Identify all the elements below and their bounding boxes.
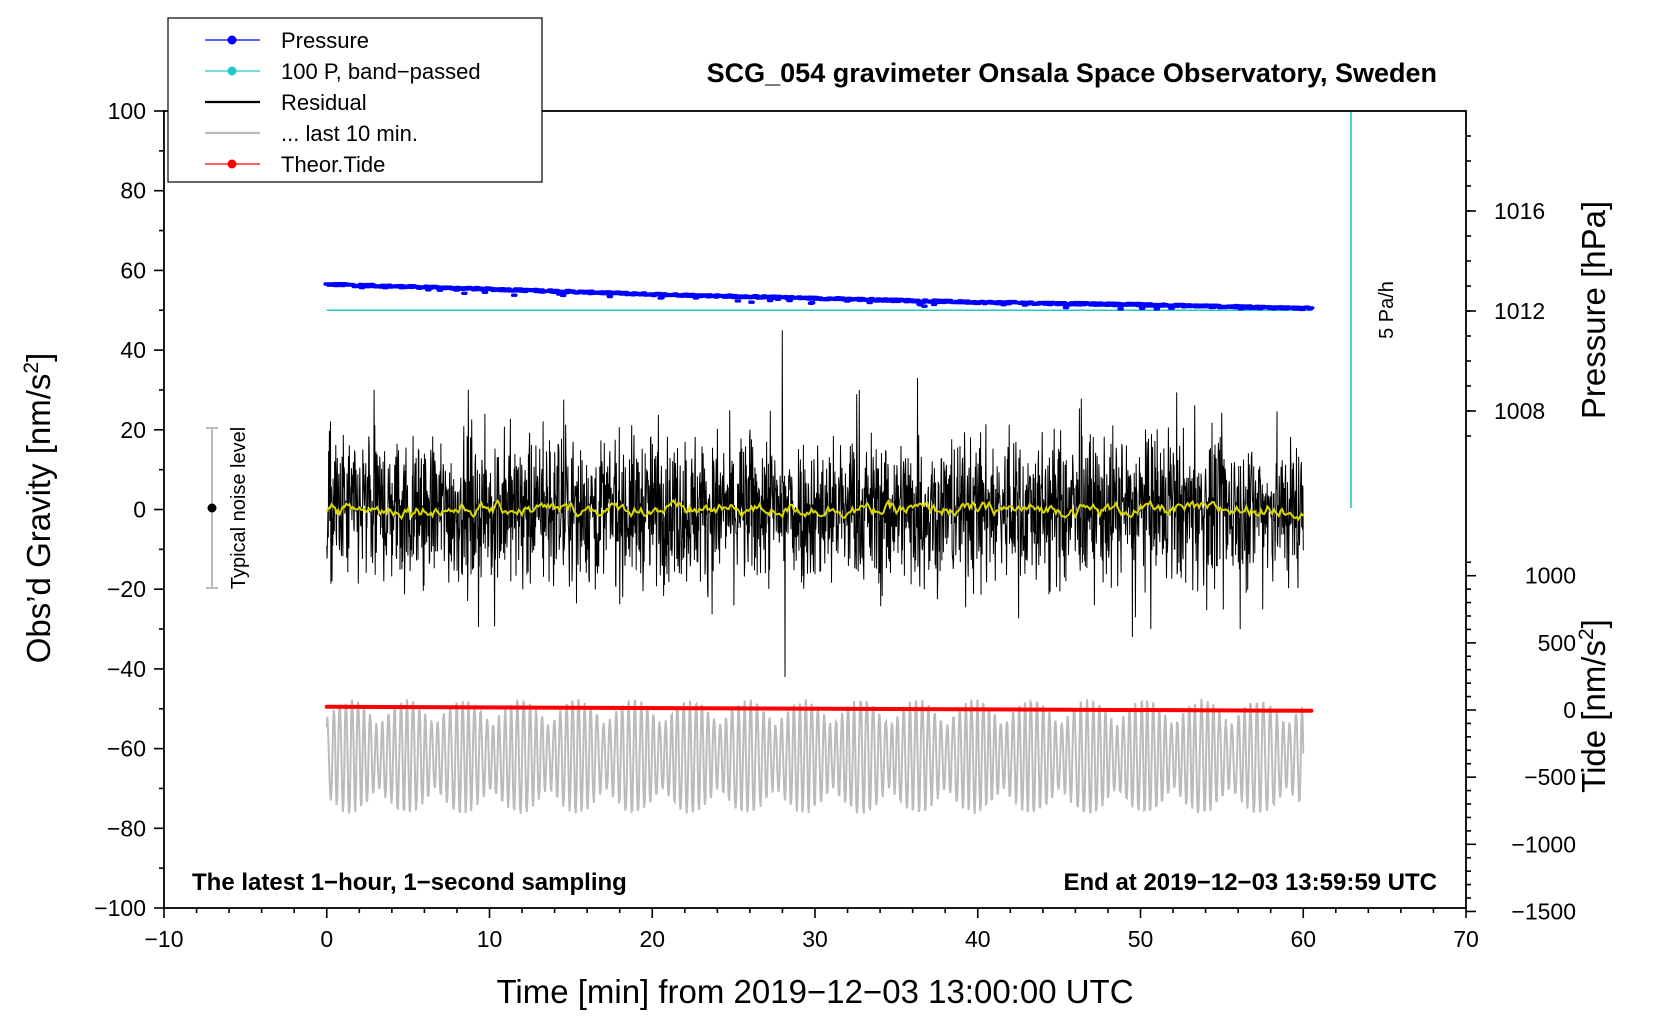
pressure-tick-label: 1016	[1494, 198, 1545, 224]
legend: Pressure 100 P, band−passed Residual ... la…	[167, 17, 543, 183]
pressure-series	[323, 282, 1315, 312]
pressure-line	[323, 282, 1315, 312]
note-right: End at 2019−12−03 13:59:59 UTC	[1063, 869, 1437, 896]
x-axis: −10 0 10 20 30 40 50 60 70	[144, 908, 1479, 952]
last-10-min-line	[325, 698, 1305, 814]
y-tick-label: 20	[120, 417, 146, 443]
noise-level-bar	[206, 427, 218, 589]
y-tick-label: −60	[107, 736, 146, 762]
last-10-min-series	[325, 698, 1305, 814]
tide-tick-label: 1000	[1525, 563, 1576, 589]
residual-series	[326, 330, 1304, 677]
x-tick-label: 20	[639, 926, 665, 952]
chart-title: SCG_054 gravimeter Onsala Space Observat…	[707, 58, 1437, 88]
y-tick-label: 0	[133, 497, 146, 523]
y-axis-label-gravity: Obs’d Gravity [nm/s2]	[20, 353, 57, 664]
x-axis-label: Time [min] from 2019−12−03 13:00:00 UTC	[496, 973, 1133, 1010]
noise-level-label: Typical noise level	[228, 427, 250, 589]
note-left: The latest 1−hour, 1−second sampling	[192, 869, 627, 896]
legend-label: ... last 10 min.	[281, 121, 418, 146]
y-tick-label: −100	[94, 895, 146, 921]
y-axis-label-pressure: Pressure [hPa]	[1575, 201, 1612, 419]
legend-marker	[227, 35, 237, 45]
y-axis-tide: 1000 500 0 −500 −1000 −1500	[1466, 561, 1576, 924]
x-tick-label: 70	[1453, 926, 1479, 952]
x-tick-label: 0	[320, 926, 333, 952]
y-tick-label: −80	[107, 815, 146, 841]
tide-tick-label: 500	[1538, 630, 1576, 656]
tide-tick-label: −1500	[1511, 898, 1576, 924]
legend-label: 100 P, band−passed	[281, 59, 481, 84]
x-tick-label: 60	[1290, 926, 1316, 952]
pressure-tick-label: 1008	[1494, 398, 1545, 424]
legend-marker	[227, 66, 237, 76]
tide-series	[324, 704, 1314, 713]
y-tick-label: 80	[120, 178, 146, 204]
x-tick-label: 30	[802, 926, 828, 952]
y-tick-label: 60	[120, 257, 146, 283]
y-axis-gravity: 100 80 60 40 20 0 −20 −40 −60 −80 −100	[94, 98, 164, 921]
legend-label: Pressure	[281, 28, 369, 53]
tide-tick-label: 0	[1563, 697, 1576, 723]
tide-tick-label: −500	[1524, 764, 1576, 790]
y-tick-label: −40	[107, 656, 146, 682]
y-axis-label-tide: Tide [nm/s2]	[1575, 619, 1612, 793]
y-axis-pressure: 1016 1012 1008	[1466, 135, 1545, 437]
residual-smoothed-line	[325, 499, 1305, 522]
y-tick-label: −20	[107, 576, 146, 602]
x-tick-label: 40	[965, 926, 991, 952]
pressure-tick-label: 1012	[1494, 298, 1545, 324]
tide-tick-label: −1000	[1511, 831, 1576, 857]
legend-marker	[227, 159, 237, 169]
residual-line	[326, 330, 1304, 677]
residual-smoothed-series	[325, 499, 1305, 522]
y-tick-label: 40	[120, 337, 146, 363]
legend-label: Theor.Tide	[281, 152, 385, 177]
tide-line	[324, 704, 1314, 713]
x-tick-label: −10	[144, 926, 183, 952]
legend-label: Residual	[281, 90, 367, 115]
x-tick-label: 50	[1128, 926, 1154, 952]
x-tick-label: 10	[477, 926, 503, 952]
rate-marker-label: 5 Pa/h	[1376, 281, 1398, 339]
y-tick-label: 100	[108, 98, 146, 124]
